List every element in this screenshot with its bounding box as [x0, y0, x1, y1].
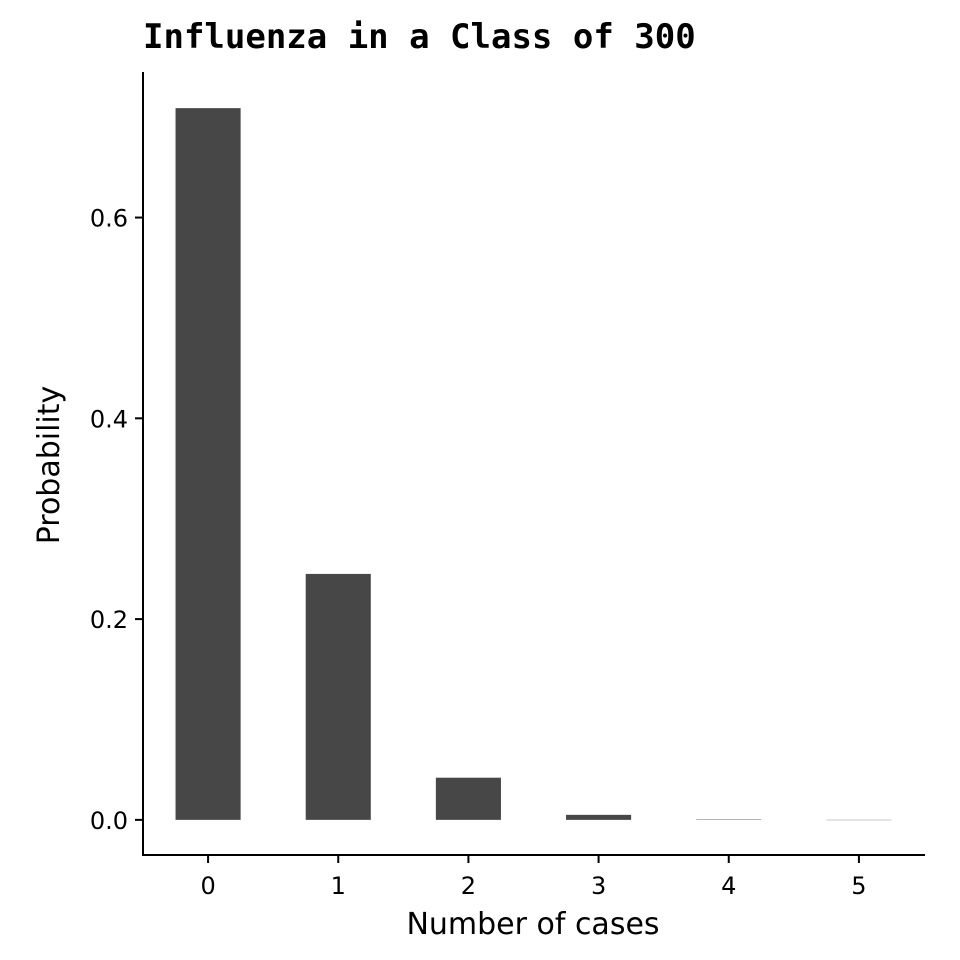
x-tick-label-2: 2	[461, 872, 476, 900]
y-tick-label-0.6: 0.6	[90, 205, 128, 233]
x-axis-title: Number of cases	[406, 907, 659, 942]
bar-1	[305, 573, 371, 820]
y-tick-label-0.2: 0.2	[90, 606, 128, 634]
chart-title: Influenza in a Class of 300	[143, 17, 696, 57]
x-tick-label-3: 3	[591, 872, 606, 900]
x-axis: 0 1 2 3 4 5	[142, 854, 925, 900]
y-axis-title: Probability	[32, 386, 67, 545]
x-tick-label-5: 5	[851, 872, 866, 900]
x-tick-label-4: 4	[721, 872, 736, 900]
y-tick-label-0.0: 0.0	[90, 807, 128, 835]
bar-3	[566, 814, 632, 820]
y-tick-label-0.4: 0.4	[90, 405, 128, 433]
bars-group	[175, 108, 892, 821]
y-axis: 0.0 0.2 0.4 0.6	[90, 72, 144, 856]
bar-2	[435, 777, 501, 820]
x-tick-label-0: 0	[200, 872, 215, 900]
bar-0	[175, 108, 241, 820]
x-tick-label-1: 1	[331, 872, 346, 900]
